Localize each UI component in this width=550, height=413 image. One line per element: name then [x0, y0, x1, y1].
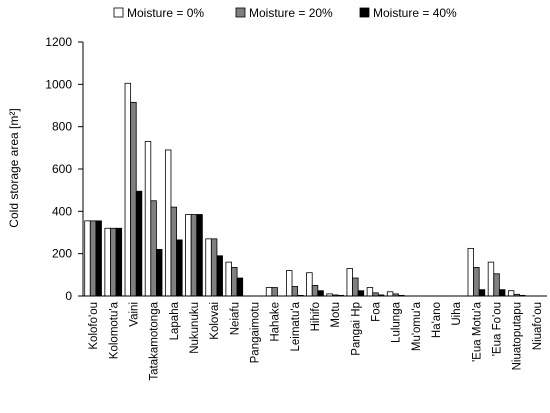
x-tick-label: Vaini: [128, 302, 140, 327]
bars: [84, 82, 526, 297]
bar-moisture-20: [291, 286, 299, 297]
bar-moisture-0: [104, 227, 111, 297]
bar-moisture-40: [135, 190, 143, 297]
bar-moisture-20: [311, 285, 319, 297]
legend-label: Moisture = 0%: [127, 6, 204, 20]
bar-moisture-0: [306, 272, 313, 297]
legend-swatch: [235, 7, 246, 18]
plot-frame: [82, 42, 547, 297]
bar-moisture-20: [231, 267, 238, 297]
x-axis-labels: Kolofo'ou Kolomotu'a Vaini Tatakamotonga Lap…: [88, 301, 544, 380]
bar-moisture-40: [115, 227, 123, 297]
bar-moisture-40: [478, 289, 486, 297]
bar-moisture-20: [130, 101, 137, 297]
bar-moisture-0: [205, 238, 212, 297]
legend-swatch: [359, 7, 370, 18]
y-axis-title: Cold storage area [m²]: [7, 108, 21, 227]
y-tick-label: 600: [52, 162, 72, 176]
bar-moisture-0: [185, 214, 192, 297]
bar-moisture-0: [366, 287, 374, 297]
x-tick-label: Lulunga: [391, 301, 403, 343]
bar-moisture-0: [467, 247, 474, 297]
bar-moisture-0: [286, 270, 293, 297]
bar-moisture-0: [144, 141, 152, 297]
bar-moisture-20: [170, 206, 177, 297]
x-tick-label: Kolovai: [209, 302, 221, 340]
bar-moisture-0: [225, 261, 232, 297]
legend: Moisture = 0% Moisture = 20% Moisture = 40…: [113, 6, 457, 20]
x-tick-label: Tatakamotonga: [149, 301, 161, 380]
y-axis: 0 200 400 600 800 1000 1200: [45, 35, 83, 303]
bar-moisture-0: [507, 290, 515, 297]
bar-moisture-20: [493, 273, 500, 297]
bar-moisture-20: [150, 200, 157, 297]
bar-moisture-40: [176, 239, 183, 297]
bar-moisture-40: [156, 249, 163, 297]
bar-moisture-40: [236, 277, 244, 297]
y-tick-label: 400: [52, 204, 72, 218]
x-tick-label: Neiafu: [229, 302, 241, 335]
x-tick-label: Pangai Hp: [350, 302, 362, 356]
bar-moisture-20: [352, 277, 359, 297]
bar-moisture-40: [216, 255, 223, 297]
x-tick-label: Uiha: [451, 301, 463, 325]
x-tick-label: Lapaha: [169, 301, 181, 340]
bar-moisture-20: [271, 287, 278, 297]
bar-moisture-20: [210, 238, 218, 297]
x-tick-label: Hihifo: [310, 302, 322, 331]
y-tick-label: 800: [52, 120, 72, 134]
bar-moisture-40: [498, 289, 506, 297]
bar-moisture-20: [110, 227, 117, 297]
x-tick-label: Pangaimotu: [250, 302, 262, 363]
legend-label: Moisture = 20%: [249, 6, 333, 20]
bar-moisture-0: [487, 261, 495, 297]
x-tick-label: Leimatu'a: [290, 301, 302, 351]
x-tick-label: Ha'ano: [431, 302, 443, 338]
legend-label: Moisture = 40%: [373, 6, 457, 20]
y-tick-label: 1000: [45, 77, 72, 91]
x-tick-label: Nukunuku: [189, 302, 201, 354]
bar-moisture-0: [265, 287, 273, 297]
bar-moisture-0: [346, 268, 353, 297]
x-tick-label: Kolomotu'a: [108, 301, 120, 359]
bar-moisture-20: [473, 267, 480, 297]
bar-moisture-20: [190, 214, 198, 297]
bar-moisture-0: [84, 220, 91, 297]
x-tick-label: Kolofo'ou: [88, 302, 100, 350]
bar-moisture-40: [357, 290, 365, 297]
y-tick-label: 1200: [45, 35, 72, 49]
bar-moisture-0: [386, 291, 394, 297]
x-tick-label: 'Eua Motu'a: [471, 301, 483, 362]
bar-moisture-40: [196, 214, 203, 297]
x-tick-label: 'Eua Fo'ou: [492, 302, 504, 356]
x-tick-label: Motu: [330, 302, 342, 328]
bar-moisture-40: [95, 220, 102, 297]
bar-moisture-0: [124, 82, 132, 297]
x-tick-label: Hahake: [270, 302, 282, 342]
y-tick-label: 0: [65, 289, 72, 303]
x-tick-label: Foa: [371, 301, 383, 321]
x-tick-label: Niuatoputapu: [512, 302, 524, 370]
bar-moisture-0: [164, 149, 172, 297]
legend-swatch: [113, 7, 124, 18]
bar-moisture-40: [317, 290, 324, 297]
bar-moisture-20: [89, 220, 97, 297]
x-tick-label: Mu'omu'a: [411, 301, 423, 351]
y-tick-label: 200: [52, 247, 72, 261]
x-tick-label: Niuafo'ou: [532, 302, 544, 350]
